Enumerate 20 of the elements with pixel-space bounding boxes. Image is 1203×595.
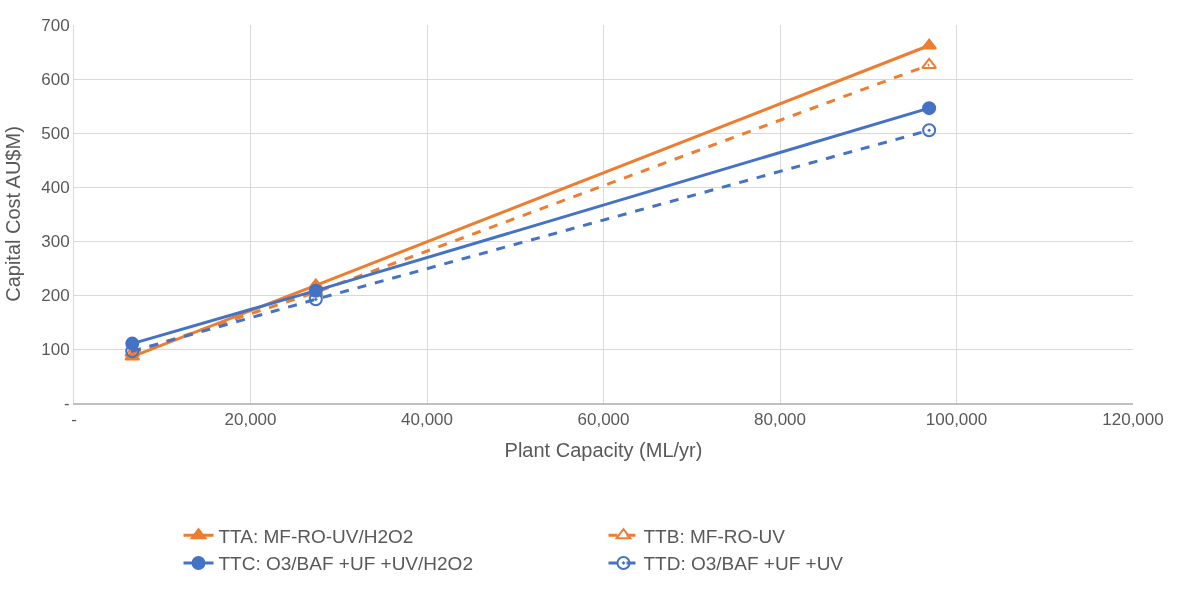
legend-label: TTB: MF-RO-UV [643, 525, 786, 547]
legend-label: TTD: O3/BAF +UF +UV [643, 553, 844, 575]
y-tick-label: - [63, 393, 70, 413]
y-tick-label: 200 [41, 285, 70, 305]
x-tick-label: 80,000 [754, 410, 806, 430]
y-tick-label: 500 [41, 123, 70, 143]
x-tick-label: 20,000 [224, 410, 277, 430]
y-tick-label: 300 [41, 231, 70, 251]
x-axis-title: Plant Capacity (ML/yr) [504, 439, 703, 462]
legend-label: TTA: MF-RO-UV/H2O2 [218, 525, 414, 547]
y-tick-label: 600 [41, 69, 70, 89]
x-tick-label: 120,000 [1102, 410, 1164, 430]
y-tick-label: 100 [41, 339, 70, 359]
x-tick-label: 40,000 [401, 410, 453, 430]
x-tick-label: 100,000 [925, 410, 988, 430]
y-tick-label: 700 [41, 15, 70, 35]
x-tick-label: 60,000 [577, 410, 630, 430]
y-axis-title: Capital Cost AU$M) [1, 126, 24, 302]
legend-label: TTC: O3/BAF +UF +UV/H2O2 [218, 553, 473, 575]
y-tick-label: 400 [41, 177, 70, 197]
